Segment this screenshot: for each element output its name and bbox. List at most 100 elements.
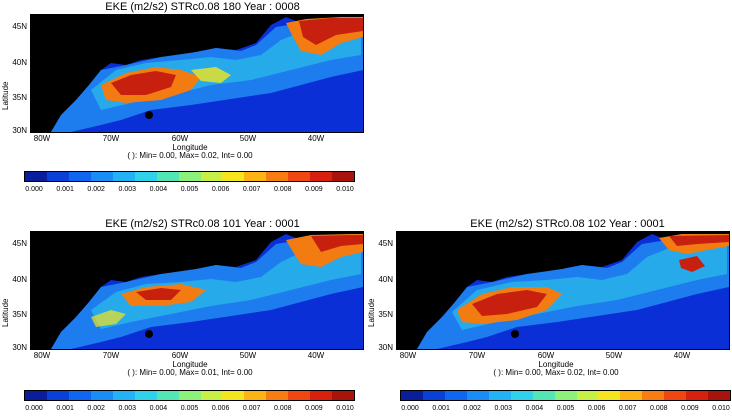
colorbar-segment [178, 172, 201, 181]
colorbar-segment [178, 391, 201, 400]
x-tick: 50W [605, 351, 623, 360]
panel-title: EKE (m2/s2) STRc0.08 102 Year : 0001 [470, 218, 665, 230]
colorbar-segment [222, 172, 245, 181]
x-tick: 80W [33, 351, 51, 360]
colorbar-segment [554, 391, 577, 400]
y-tick: 30N [378, 343, 393, 352]
colorbar-segment [642, 391, 665, 400]
colorbar-segment [310, 172, 333, 181]
eke-map [30, 14, 364, 133]
colorbar-label: 0.007 [618, 405, 637, 412]
colorbar-segment [401, 391, 423, 400]
colorbar-segment [244, 172, 267, 181]
colorbar-segment [686, 391, 709, 400]
eke-map [30, 231, 364, 350]
colorbar-label: 0.001 [56, 405, 74, 412]
y-tick: 45N [12, 239, 27, 248]
colorbar-label: 0.005 [180, 405, 199, 412]
colorbar-segment [422, 391, 445, 400]
colorbar-label: 0.003 [494, 405, 513, 412]
colorbar-segment [156, 391, 179, 400]
colorbar-label: 0.006 [211, 186, 230, 193]
colorbar-label: 0.000 [401, 405, 419, 412]
colorbar-label: 0.001 [56, 186, 74, 193]
colorbar-segment [598, 391, 621, 400]
colorbar-label: 0.001 [432, 405, 450, 412]
colorbar-segment [46, 172, 69, 181]
colorbar-label: 0.009 [681, 405, 699, 412]
colorbar-segment [266, 172, 289, 181]
colorbar-label: 0.004 [525, 405, 544, 412]
colorbar-label: 0.006 [211, 405, 230, 412]
colorbar-segment [288, 172, 311, 181]
colorbar-label: 0.002 [463, 405, 481, 412]
colorbar-label: 0.003 [118, 405, 137, 412]
x-axis-label: Longitude [172, 360, 208, 369]
colorbar-segment [90, 172, 113, 181]
y-tick: 35N [12, 310, 27, 319]
colorbar-segment [708, 391, 731, 400]
x-tick: 70W [468, 351, 486, 360]
colorbar-segment [46, 391, 69, 400]
colorbar-segment [200, 172, 223, 181]
x-axis-label: Longitude [538, 360, 574, 369]
x-axis-label: Longitude [172, 143, 208, 152]
x-tick: 50W [239, 351, 257, 360]
colorbar-segment [112, 391, 135, 400]
y-tick: 35N [12, 93, 27, 102]
colorbar-label: 0.000 [25, 405, 43, 412]
y-tick: 45N [12, 22, 27, 31]
x-tick: 70W [102, 351, 120, 360]
colorbar-segment [532, 391, 555, 400]
x-tick: 70W [102, 134, 120, 143]
colorbar-segment [25, 172, 47, 181]
colorbar-label: 0.004 [149, 405, 168, 412]
y-tick: 45N [378, 239, 393, 248]
x-tick: 40W [307, 134, 325, 143]
colorbar-label: 0.005 [556, 405, 575, 412]
colorbar-label: 0.009 [305, 186, 323, 193]
x-tick: 60W [171, 134, 189, 143]
colorbar-segment [68, 391, 91, 400]
colorbar-label: 0.006 [587, 405, 606, 412]
colorbar [400, 390, 731, 401]
colorbar-segment [222, 391, 245, 400]
colorbar-segment [332, 172, 355, 181]
x-tick: 60W [537, 351, 555, 360]
colorbar-segment [244, 391, 267, 400]
colorbar-segment [332, 391, 355, 400]
colorbar [24, 171, 355, 182]
colorbar-label: 0.005 [180, 186, 199, 193]
colorbar-segment [200, 391, 223, 400]
colorbar-segment [620, 391, 643, 400]
colorbar-segment [68, 172, 91, 181]
colorbar-segment [510, 391, 533, 400]
colorbar-segment [288, 391, 311, 400]
colorbar-segment [134, 172, 157, 181]
colorbar-label: 0.008 [274, 405, 292, 412]
colorbar-segment [576, 391, 599, 400]
colorbar-label: 0.007 [242, 186, 261, 193]
colorbar-label: 0.003 [118, 186, 137, 193]
stats-text: ( ): Min= 0.00, Max= 0.01, Int= 0.00 [127, 368, 253, 377]
colorbar-segment [310, 391, 333, 400]
y-tick: 30N [12, 126, 27, 135]
y-tick: 40N [12, 275, 27, 284]
colorbar-segment [444, 391, 467, 400]
colorbar-segment [466, 391, 489, 400]
y-tick: 30N [12, 343, 27, 352]
x-tick: 50W [239, 134, 257, 143]
colorbar-label: 0.000 [25, 186, 43, 193]
colorbar-segment [156, 172, 179, 181]
colorbar-label: 0.010 [336, 186, 354, 193]
stats-text: ( ): Min= 0.00, Max= 0.02, Int= 0.00 [127, 151, 253, 160]
colorbar-segment [90, 391, 113, 400]
colorbar [24, 390, 355, 401]
stats-text: ( ): Min= 0.00, Max= 0.02, Int= 0.00 [493, 368, 619, 377]
colorbar-segment [134, 391, 157, 400]
colorbar-label: 0.007 [242, 405, 261, 412]
x-tick: 60W [171, 351, 189, 360]
x-tick: 40W [307, 351, 325, 360]
y-tick: 35N [378, 310, 393, 319]
panel-title: EKE (m2/s2) STRc0.08 101 Year : 0001 [105, 218, 300, 230]
